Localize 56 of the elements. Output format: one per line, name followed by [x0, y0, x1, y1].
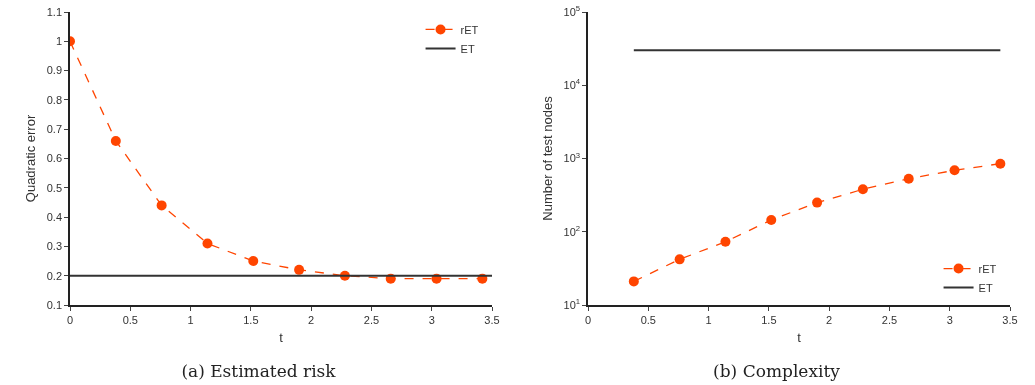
y-axis-title: Quadratic error	[23, 114, 39, 203]
x-tick-label: 1	[705, 313, 712, 326]
x-tick-label: 3.5	[484, 313, 500, 326]
legend-label: ET	[460, 42, 475, 55]
x-tick-label: 2.5	[881, 313, 898, 326]
x-tick-label: 3	[428, 313, 435, 326]
x-tick-label: 3	[946, 313, 953, 326]
x-tick-label: 0.5	[122, 313, 138, 326]
legend-label: rET	[978, 262, 997, 275]
x-tick-label: 1.5	[761, 313, 777, 326]
point	[248, 256, 259, 267]
point	[995, 158, 1006, 169]
point	[812, 197, 823, 208]
point	[628, 276, 639, 287]
y-tick-label: 10$^{1}$	[563, 297, 581, 311]
y-tick-label: 10$^{3}$	[563, 150, 581, 165]
point	[156, 200, 167, 211]
x-tick-label: 0.5	[640, 313, 656, 326]
y-tick-label: 0.9	[46, 64, 63, 77]
legend-label: ET	[978, 281, 993, 294]
x-tick-label: 3.5	[1002, 313, 1018, 326]
y-axis-title: Number of test nodes	[539, 95, 555, 221]
legend-label: rET	[460, 23, 479, 36]
y-tick-label: 0.7	[46, 123, 63, 136]
x-tick-label: 0	[584, 313, 592, 326]
point	[903, 173, 914, 184]
text: (b) Complexity	[713, 361, 841, 382]
y-tick-label: 10$^{2}$	[563, 223, 581, 238]
y-tick-label: 1	[55, 35, 63, 48]
point	[674, 254, 685, 265]
y-tick-label: 0.8	[46, 93, 63, 106]
point	[720, 236, 731, 247]
y-tick-label: 0.5	[46, 181, 63, 194]
y-tick-label: 0.4	[46, 210, 63, 223]
point	[857, 184, 868, 195]
x-tick-label: 0	[66, 313, 74, 326]
x-tick-label: 2.5	[363, 313, 380, 326]
text: (a) Estimated risk	[181, 361, 337, 382]
point	[949, 165, 960, 176]
y-tick-label: 0.3	[46, 240, 63, 253]
x-axis-title: t	[797, 330, 802, 346]
x-tick-label: 1	[187, 313, 194, 326]
x-axis-title: t	[279, 330, 284, 346]
y-tick-label: 0.2	[46, 269, 63, 282]
x-tick-label: 1.5	[243, 313, 259, 326]
point	[294, 264, 305, 275]
x-tick-label: 2	[826, 313, 833, 326]
y-tick-label: 0.1	[46, 298, 63, 311]
y-tick-label: 1.1	[46, 5, 63, 18]
y-tick-label: 10$^{4}$	[563, 77, 581, 92]
point	[766, 214, 777, 225]
y-tick-label: 0.6	[46, 152, 63, 165]
x-tick-label: 2	[308, 313, 315, 326]
point	[202, 238, 213, 249]
point	[110, 135, 121, 146]
y-tick-label: 10$^{5}$	[563, 4, 581, 18]
